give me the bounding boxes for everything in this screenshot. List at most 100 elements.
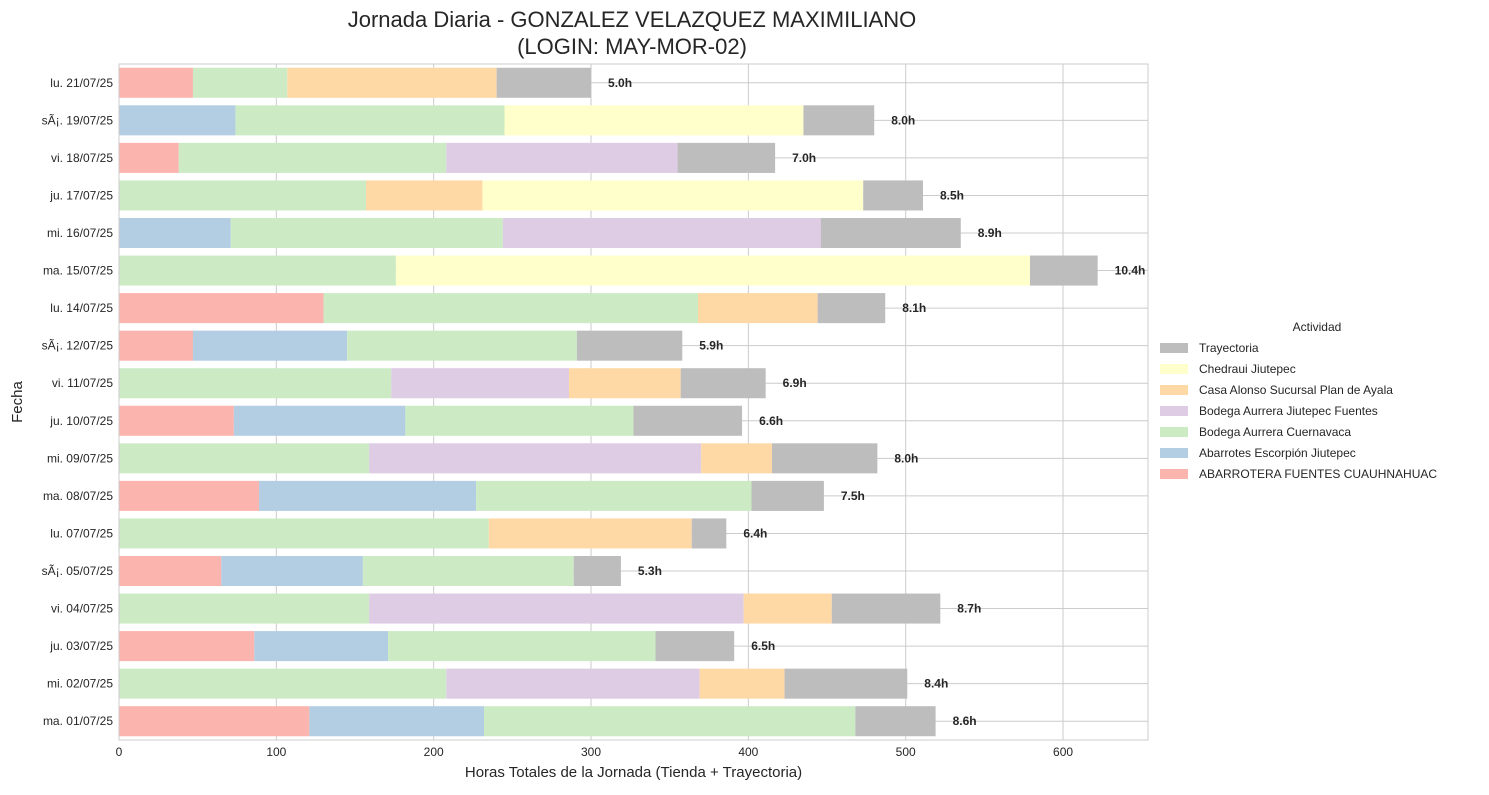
x-tick-labels: 0 100 200 300 400 500 600: [116, 745, 1074, 759]
chart-title-line-2: (LOGIN: MAY-MOR-02): [517, 34, 747, 59]
y-tick-label: mi. 02/07/25: [47, 677, 113, 691]
bar-segment: [633, 405, 743, 436]
bar-segment: [119, 480, 260, 511]
legend-entry-label: Casa Alonso Sucursal Plan de Ayala: [1199, 383, 1393, 397]
bar-total-label: 8.0h: [891, 113, 915, 127]
bar-total-label: 6.9h: [783, 376, 807, 390]
bar-segment: [863, 180, 924, 211]
bar-segment: [701, 443, 772, 474]
x-axis-label: Horas Totales de la Jornada (Tienda + Tr…: [465, 764, 802, 781]
y-tick-label: lu. 14/07/25: [50, 301, 113, 315]
bar-segment: [119, 368, 392, 399]
bar-total-label: 8.0h: [894, 451, 918, 465]
bar-segment: [235, 105, 505, 136]
bar-segment: [576, 330, 683, 361]
bar-segment: [446, 142, 678, 173]
bar-segment: [366, 180, 483, 211]
y-tick-labels: lu. 21/07/25 sÃ¡. 19/07/25 vi. 18/07/25 ju.…: [42, 76, 114, 728]
bar-segment: [751, 480, 824, 511]
bar-segment: [395, 255, 1030, 286]
bar-segment: [119, 255, 396, 286]
bar-segment: [119, 555, 222, 587]
legend-entry-label: Trayectoria: [1199, 341, 1259, 355]
x-tick-label: 300: [581, 745, 601, 759]
bar-segment: [119, 217, 231, 249]
x-tick-label: 200: [424, 745, 444, 759]
bar-segment: [803, 105, 875, 136]
legend-entry-label: ABARROTERA FUENTES CUAUHNAHUAC: [1199, 467, 1437, 481]
bar-segment: [119, 631, 255, 662]
x-tick-label: 600: [1053, 745, 1073, 759]
bar-segment: [192, 67, 288, 98]
bar-segment: [391, 368, 569, 399]
bar-segment: [488, 518, 692, 549]
y-tick-label: sÃ¡. 19/07/25: [42, 113, 114, 127]
x-tick-label: 100: [266, 745, 286, 759]
bar-segment: [347, 330, 577, 361]
bar-segment: [504, 105, 804, 136]
y-tick-label: mi. 09/07/25: [47, 451, 113, 465]
x-tick-label: 0: [116, 745, 123, 759]
bar-segment: [699, 668, 785, 699]
legend-entry-label: Bodega Aurrera Jiutepec Fuentes: [1199, 404, 1378, 418]
bar-segment: [119, 668, 447, 699]
bar-segment: [369, 443, 702, 474]
y-tick-label: lu. 21/07/25: [50, 76, 113, 90]
y-tick-label: vi. 11/07/25: [52, 376, 113, 390]
bar-segment: [259, 480, 477, 511]
bar-total-label: 8.1h: [902, 301, 926, 315]
bar-segment: [119, 142, 179, 173]
legend-swatch: [1160, 385, 1188, 395]
bar-segment: [677, 142, 776, 173]
x-tick-label: 400: [738, 745, 758, 759]
y-tick-label: vi. 18/07/25: [51, 151, 113, 165]
bar-total-label: 5.0h: [608, 76, 632, 90]
bar-segment: [484, 706, 856, 737]
y-tick-label: ma. 15/07/25: [43, 264, 113, 278]
bar-total-label: 8.4h: [924, 677, 948, 691]
bar-total-label: 7.0h: [792, 151, 816, 165]
bar-segment: [817, 293, 886, 324]
bar-segment: [119, 293, 324, 324]
bar-segment: [178, 142, 447, 173]
bar-segment: [743, 593, 832, 624]
legend: Actividad Trayectoria Chedraui Jiutepec Ca…: [1160, 320, 1437, 481]
bar-total-label: 6.5h: [751, 639, 775, 653]
y-tick-label: sÃ¡. 05/07/25: [42, 564, 114, 578]
legend-swatch: [1160, 427, 1188, 437]
bar-segment: [855, 706, 936, 737]
bar-segment: [369, 593, 744, 624]
bar-segment: [446, 668, 700, 699]
bar-segment: [496, 67, 592, 98]
bar-total-label: 8.9h: [978, 226, 1002, 240]
legend-entry-label: Abarrotes Escorpión Jiutepec: [1199, 446, 1356, 460]
total-labels-layer: 5.0h 8.0h 7.0h 8.5h 8.9h 10.4h 8.1h 5.9h 6.9h 6.6…: [608, 76, 1145, 728]
bar-total-label: 8.7h: [957, 602, 981, 616]
bar-segment: [388, 631, 656, 662]
bar-segment: [230, 217, 503, 249]
bar-segment: [476, 480, 752, 511]
bar-segment: [680, 368, 766, 399]
bar-segment: [1029, 255, 1098, 286]
bar-segment: [405, 405, 634, 436]
bar-segment: [119, 405, 234, 436]
bar-segment: [309, 706, 485, 737]
bar-segment: [119, 518, 489, 549]
bars-layer: [119, 67, 1098, 737]
bar-segment: [655, 631, 735, 662]
y-tick-label: sÃ¡. 12/07/25: [42, 339, 114, 353]
bar-segment: [287, 67, 497, 98]
bar-total-label: 5.3h: [638, 564, 662, 578]
bar-segment: [362, 555, 574, 587]
bar-segment: [691, 518, 727, 549]
y-tick-label: ju. 03/07/25: [49, 639, 113, 653]
bar-segment: [221, 555, 363, 587]
bar-segment: [698, 293, 818, 324]
bar-segment: [831, 593, 941, 624]
bar-segment: [502, 217, 821, 249]
bar-segment: [119, 593, 370, 624]
bar-segment: [119, 67, 193, 98]
bar-total-label: 10.4h: [1115, 264, 1146, 278]
bar-segment: [192, 330, 348, 361]
